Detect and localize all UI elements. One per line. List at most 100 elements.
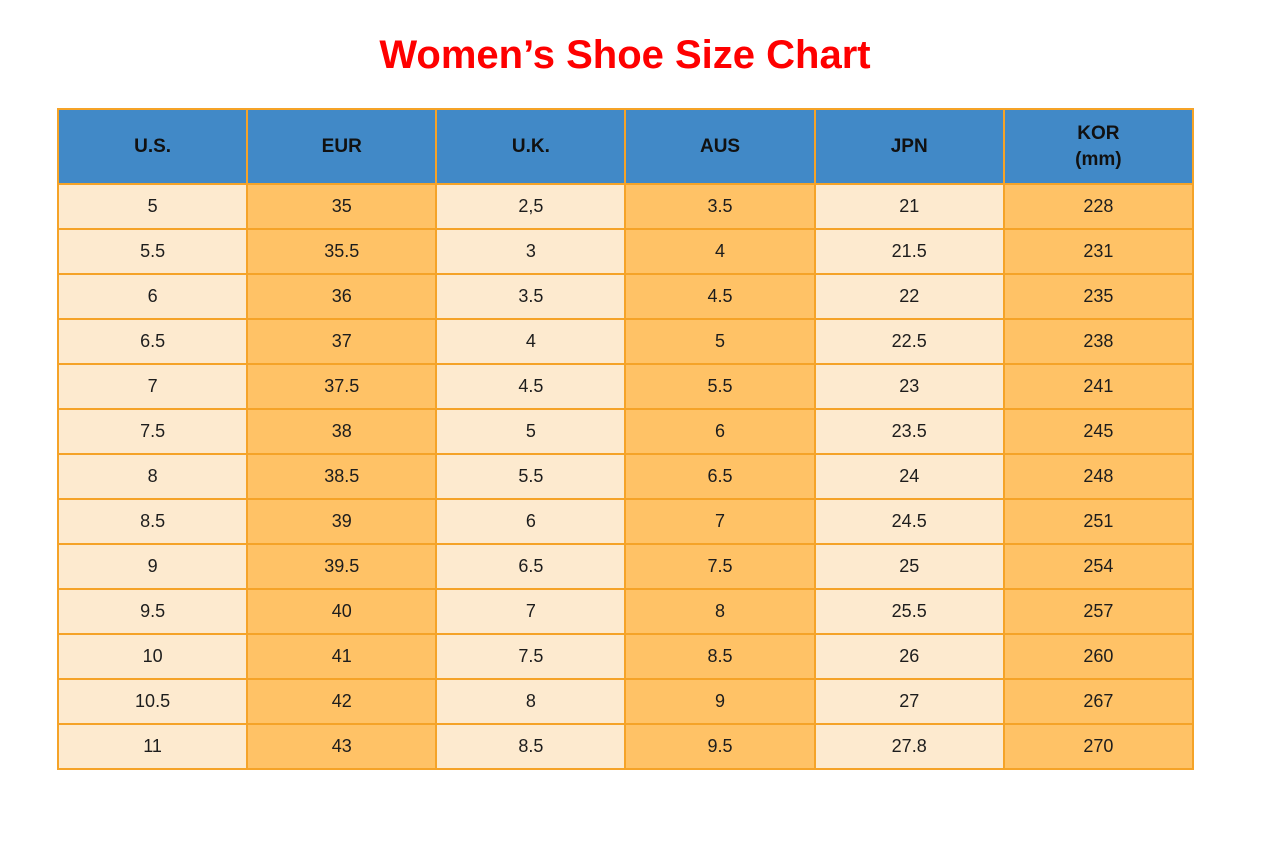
table-cell: 6: [624, 408, 816, 455]
table-cell: 35: [246, 183, 438, 230]
column-header-label: U.S.: [134, 135, 172, 157]
table-cell: 38: [246, 408, 438, 455]
table-cell: 35.5: [246, 228, 438, 275]
table-cell: 5: [624, 318, 816, 365]
column-header: KOR (mm): [1002, 108, 1195, 185]
table-cell: 5.5: [435, 453, 627, 500]
table-row: 8.5 39 6 7 24.5 251: [56, 498, 1195, 545]
table-cell: 23.5: [813, 408, 1005, 455]
column-header-label: U.K.: [511, 135, 550, 157]
table-cell: 248: [1002, 453, 1195, 500]
header-row: U.S. EUR U.K. AUS JPN KOR (mm): [56, 108, 1195, 185]
table-row: 11 43 8.5 9.5 27.8 270: [56, 723, 1195, 770]
table-cell: 7.5: [56, 408, 249, 455]
table-cell: 6.5: [56, 318, 249, 365]
table-cell: 37: [246, 318, 438, 365]
table-cell: 8.5: [435, 723, 627, 770]
table-row: 7.5 38 5 6 23.5 245: [56, 408, 1195, 455]
table-cell: 7: [435, 588, 627, 635]
table-cell: 8: [435, 678, 627, 725]
table-cell: 228: [1002, 183, 1195, 230]
table-row: 9.5 40 7 8 25.5 257: [56, 588, 1195, 635]
table-cell: 5: [435, 408, 627, 455]
table-cell: 25.5: [813, 588, 1005, 635]
column-header: JPN: [813, 108, 1005, 185]
page-title: Women’s Shoe Size Chart: [379, 33, 871, 77]
table-cell: 9: [624, 678, 816, 725]
column-header-label: AUS: [699, 135, 741, 157]
table-cell: 38.5: [246, 453, 438, 500]
table-cell: 267: [1002, 678, 1195, 725]
table-cell: 22: [813, 273, 1005, 320]
table-cell: 7: [624, 498, 816, 545]
table-cell: 8: [624, 588, 816, 635]
table-cell: 7.5: [624, 543, 816, 590]
table-header: U.S. EUR U.K. AUS JPN KOR (mm): [56, 108, 1195, 185]
table-row: 6.5 37 4 5 22.5 238: [56, 318, 1195, 365]
table-cell: 7.5: [435, 633, 627, 680]
table-cell: 23: [813, 363, 1005, 410]
table-cell: 41: [246, 633, 438, 680]
table-cell: 6.5: [624, 453, 816, 500]
table-cell: 270: [1002, 723, 1195, 770]
table-cell: 24.5: [813, 498, 1005, 545]
table-cell: 4.5: [435, 363, 627, 410]
table-cell: 39.5: [246, 543, 438, 590]
table-cell: 9: [56, 543, 249, 590]
table-cell: 2,5: [435, 183, 627, 230]
table-cell: 22.5: [813, 318, 1005, 365]
column-header: AUS: [624, 108, 816, 185]
column-header: EUR: [246, 108, 438, 185]
table-cell: 21: [813, 183, 1005, 230]
table-cell: 43: [246, 723, 438, 770]
table-body: 5 35 2,5 3.5 21 228 5.5 35.5 3 4 21.5 231 6 36 3.5 4.5 2…: [56, 183, 1195, 770]
column-header-label: (mm): [1075, 148, 1122, 170]
table-cell: 36: [246, 273, 438, 320]
table-row: 5 35 2,5 3.5 21 228: [56, 183, 1195, 230]
table-row: 6 36 3.5 4.5 22 235: [56, 273, 1195, 320]
table-cell: 8: [56, 453, 249, 500]
table-cell: 3.5: [624, 183, 816, 230]
table-cell: 251: [1002, 498, 1195, 545]
column-header-label: JPN: [890, 135, 928, 157]
table-cell: 9.5: [624, 723, 816, 770]
column-header: U.K.: [435, 108, 627, 185]
table-cell: 3: [435, 228, 627, 275]
size-chart-table: U.S. EUR U.K. AUS JPN KOR (mm) 5 35 2,5 3.5 21 228 5…: [56, 108, 1195, 770]
column-header: U.S.: [56, 108, 249, 185]
table-cell: 21.5: [813, 228, 1005, 275]
table-cell: 260: [1002, 633, 1195, 680]
table-cell: 6: [56, 273, 249, 320]
table-row: 9 39.5 6.5 7.5 25 254: [56, 543, 1195, 590]
table-cell: 10: [56, 633, 249, 680]
table-cell: 245: [1002, 408, 1195, 455]
table-cell: 6.5: [435, 543, 627, 590]
table-row: 8 38.5 5.5 6.5 24 248: [56, 453, 1195, 500]
table-cell: 254: [1002, 543, 1195, 590]
table-cell: 4: [435, 318, 627, 365]
table-cell: 238: [1002, 318, 1195, 365]
table-cell: 3.5: [435, 273, 627, 320]
table-cell: 8.5: [56, 498, 249, 545]
table-cell: 26: [813, 633, 1005, 680]
table-cell: 257: [1002, 588, 1195, 635]
table-cell: 5.5: [624, 363, 816, 410]
table-cell: 8.5: [624, 633, 816, 680]
table-cell: 4.5: [624, 273, 816, 320]
table-cell: 7: [56, 363, 249, 410]
table-cell: 25: [813, 543, 1005, 590]
table-cell: 5.5: [56, 228, 249, 275]
table-cell: 9.5: [56, 588, 249, 635]
column-header-label: KOR: [1077, 122, 1120, 144]
table-cell: 42: [246, 678, 438, 725]
table-cell: 37.5: [246, 363, 438, 410]
column-header-label: EUR: [321, 135, 362, 157]
table-cell: 4: [624, 228, 816, 275]
table-cell: 5: [56, 183, 249, 230]
table-cell: 24: [813, 453, 1005, 500]
table-cell: 40: [246, 588, 438, 635]
table-cell: 39: [246, 498, 438, 545]
table-cell: 6: [435, 498, 627, 545]
table-cell: 235: [1002, 273, 1195, 320]
